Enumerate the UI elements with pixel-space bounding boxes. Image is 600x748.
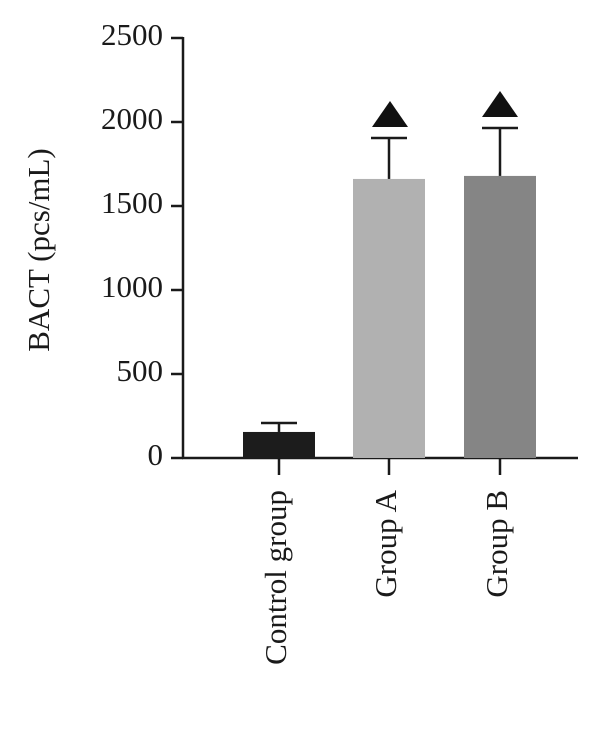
bar	[353, 178, 425, 458]
x-tick-label: Control group	[258, 490, 293, 665]
y-tick-label: 1000	[101, 269, 163, 304]
y-tick-label: 2500	[101, 17, 163, 52]
y-tick-label: 2000	[101, 101, 163, 136]
y-tick-label: 500	[117, 353, 164, 388]
y-tick-label: 1500	[101, 185, 163, 220]
significance-marker	[372, 101, 408, 127]
x-tick-label: Group B	[479, 490, 514, 598]
y-tick-label: 0	[148, 437, 164, 472]
y-axis-title: BACT (pcs/mL)	[21, 148, 56, 352]
bar	[243, 431, 315, 458]
bar	[464, 175, 536, 459]
x-tick-label: Group A	[368, 489, 403, 597]
significance-marker	[482, 91, 518, 117]
